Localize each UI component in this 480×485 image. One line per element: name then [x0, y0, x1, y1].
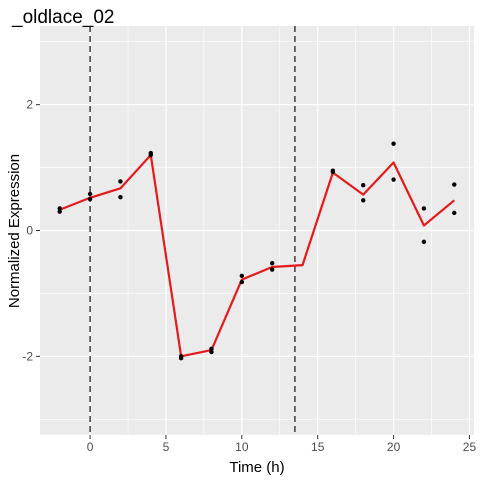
x-tick-label: 0	[87, 440, 94, 454]
data-point	[452, 182, 457, 187]
data-point	[269, 261, 275, 266]
data-point	[148, 152, 153, 158]
y-tick-label: 0	[26, 224, 33, 238]
reference-lines	[89, 26, 296, 435]
data-point	[361, 198, 366, 203]
data-point	[421, 206, 427, 211]
data-point	[391, 141, 396, 146]
data-point	[239, 279, 245, 285]
data-point	[178, 356, 184, 361]
data-point	[87, 196, 93, 202]
y-tick-label: -2	[22, 349, 33, 363]
data-point	[87, 191, 93, 197]
data-point	[421, 239, 427, 245]
data-point	[239, 273, 245, 279]
data-point	[209, 349, 214, 355]
x-axis-ticks: 0 5 10 15 20 25	[87, 435, 477, 454]
data-point	[57, 209, 62, 214]
series-line-layer	[59, 153, 455, 358]
data-point	[330, 169, 336, 175]
data-point	[391, 177, 396, 182]
y-tick-label: 2	[26, 98, 33, 112]
x-tick-label: 5	[163, 440, 170, 454]
x-tick-label: 10	[235, 440, 249, 454]
x-tick-label: 25	[463, 440, 477, 454]
grid-major	[40, 26, 474, 435]
data-point	[57, 206, 62, 211]
data-point	[118, 194, 123, 200]
x-axis-label: Time (h)	[229, 459, 284, 476]
x-tick-label: 15	[311, 440, 325, 454]
y-axis-label: Normalized Expression	[6, 154, 23, 308]
data-point	[361, 182, 366, 188]
chart-title: _oldlace_02	[11, 7, 114, 28]
data-point	[118, 179, 123, 184]
x-tick-label: 20	[387, 440, 401, 454]
data-point	[209, 346, 214, 351]
series-point-layer	[57, 141, 457, 361]
y-axis-ticks: -2 0 2	[22, 98, 40, 363]
data-point	[452, 210, 457, 216]
data-point	[269, 267, 275, 272]
series-line	[59, 153, 455, 358]
